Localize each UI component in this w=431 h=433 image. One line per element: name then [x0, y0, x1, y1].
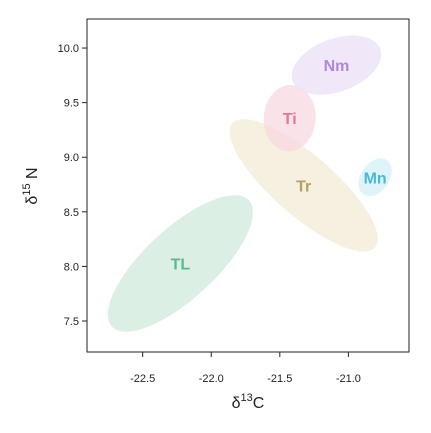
y-label-symbol: δ — [24, 196, 41, 205]
x-tick-label: -21.5 — [267, 373, 292, 385]
x-tick-label: -22.5 — [130, 373, 155, 385]
y-tick-label: 8.5 — [64, 207, 79, 219]
series-label: Ti — [283, 111, 297, 128]
y-axis-label: δ15 N — [21, 167, 41, 204]
ellipse — [291, 35, 382, 95]
plot-frame — [86, 18, 410, 353]
series-label: Nm — [324, 58, 350, 75]
ellipse — [263, 85, 316, 152]
x-tick-label: -22.0 — [199, 373, 224, 385]
x-label-sup: 13 — [241, 392, 253, 404]
y-tick-label: 9.0 — [64, 152, 79, 164]
ellipse — [358, 158, 392, 197]
y-tick-label: 10.0 — [58, 43, 79, 55]
x-axis-label: δ13C — [232, 392, 265, 412]
y-label-sup: 15 — [21, 183, 33, 195]
series-label: Tr — [296, 178, 311, 195]
series-label: TL — [171, 256, 191, 273]
y-tick-label: 9.5 — [64, 98, 79, 110]
y-tick-label: 8.0 — [64, 261, 79, 273]
series-label: Mn — [364, 170, 387, 187]
x-tick-label: -21.0 — [336, 373, 361, 385]
x-label-element: C — [253, 395, 265, 412]
y-tick-label: 7.5 — [64, 316, 79, 328]
x-label-symbol: δ — [232, 395, 241, 412]
y-label-element: N — [24, 167, 41, 183]
ellipse — [229, 119, 378, 252]
ellipse — [107, 195, 254, 332]
